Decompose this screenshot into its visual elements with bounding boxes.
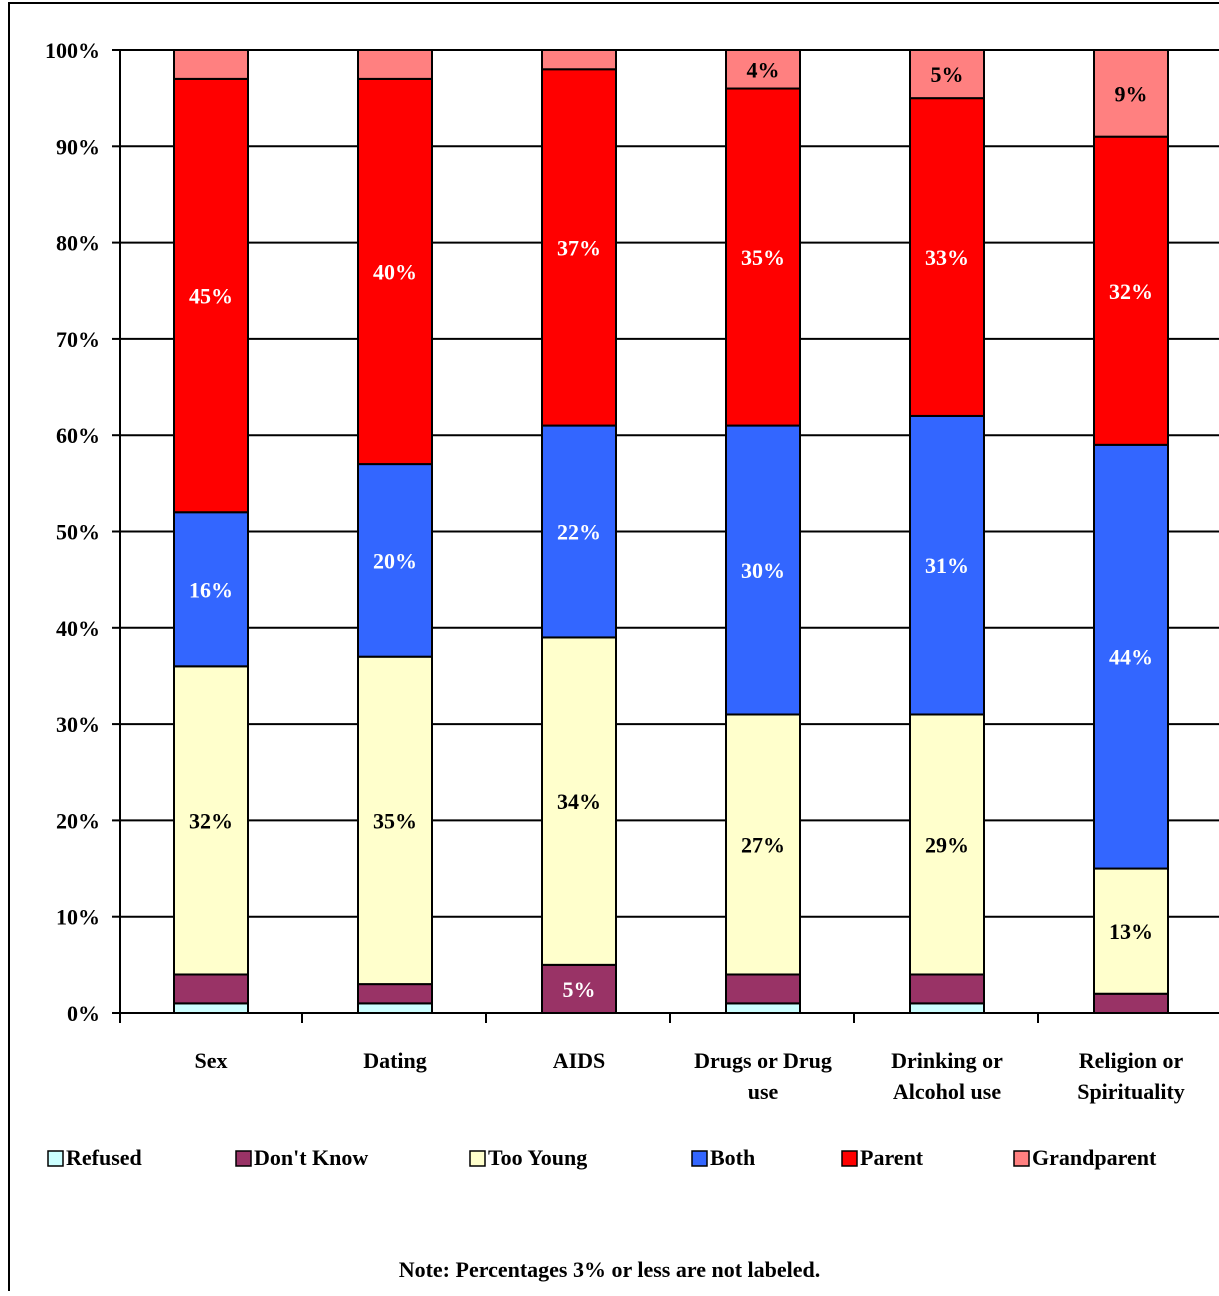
bar-segment-both — [173, 511, 249, 668]
data-label: 22% — [557, 520, 601, 545]
bar-segment-don-t-know — [909, 973, 985, 1005]
bar-segment-both — [725, 424, 801, 716]
data-label: 31% — [925, 553, 969, 578]
y-tick-label: 70% — [56, 327, 100, 352]
bar-segment-too-young — [909, 713, 985, 976]
bar-segment-don-t-know — [725, 973, 801, 1005]
bar-segment-parent — [173, 77, 249, 514]
bar-segment-both — [909, 414, 985, 716]
data-label: 44% — [1109, 645, 1153, 670]
bar-segment-grandparent — [909, 49, 985, 100]
bar-labels: 32% 16% 45% 35% 20% 40% 5% 34% 22% 37% 27% 30% 35% 4%… — [189, 57, 1153, 1002]
data-label: 9% — [1115, 81, 1148, 106]
bar-segment-refused — [909, 1002, 985, 1014]
y-tick-label: 100% — [45, 38, 100, 63]
data-label: 32% — [189, 808, 233, 833]
bar-segment-too-young — [1093, 867, 1169, 995]
legend: Refused Don't Know Too Young Both Parent Gran… — [47, 1145, 1157, 1170]
legend-label: Refused — [66, 1145, 142, 1170]
data-label: 27% — [741, 832, 785, 857]
x-tick-label: Drugs or Drug use — [694, 1048, 832, 1104]
x-tick-label: Drinking or Alcohol use — [891, 1048, 1003, 1104]
bar-segment-don-t-know — [1093, 992, 1169, 1014]
data-label: 30% — [741, 558, 785, 583]
bar-segment-grandparent — [173, 49, 249, 80]
y-axis-tick-labels: 0% 10% 20% 30% 40% 50% 60% 70% 80% 90% 100% — [45, 38, 100, 1026]
x-tick-label: Dating — [363, 1048, 427, 1073]
bar-segment-parent — [909, 97, 985, 417]
bar-segment-parent — [725, 87, 801, 427]
bar-segment-grandparent — [1093, 49, 1169, 138]
x-tick-label: Religion or Spirituality — [1077, 1048, 1185, 1104]
bar-segment-too-young — [173, 665, 249, 976]
legend-label: Don't Know — [254, 1145, 368, 1170]
data-label: 13% — [1109, 919, 1153, 944]
legend-label: Grandparent — [1032, 1145, 1157, 1170]
legend-label: Parent — [860, 1145, 924, 1170]
bar-segment-too-young — [357, 655, 433, 986]
y-tick-label: 90% — [56, 134, 100, 159]
legend-label: Both — [710, 1145, 755, 1170]
y-tick-label: 50% — [56, 520, 100, 545]
data-label: 33% — [925, 245, 969, 270]
y-tick-label: 40% — [56, 616, 100, 641]
gridlines — [112, 49, 1219, 1014]
legend-swatch — [469, 1150, 486, 1167]
legend-swatch — [691, 1150, 708, 1167]
data-label: 4% — [747, 57, 780, 82]
data-label: 29% — [925, 832, 969, 857]
bar-segment-don-t-know — [173, 973, 249, 1005]
bar-segment-parent — [1093, 135, 1169, 446]
y-tick-label: 80% — [56, 231, 100, 256]
data-label: 35% — [373, 808, 417, 833]
x-tick-label: Sex — [195, 1048, 228, 1073]
y-tick-label: 30% — [56, 712, 100, 737]
data-label: 20% — [373, 548, 417, 573]
data-label: 32% — [1109, 279, 1153, 304]
axes — [119, 50, 1219, 1023]
data-label: 40% — [373, 259, 417, 284]
data-label: 37% — [557, 235, 601, 260]
bar-segment-both — [357, 463, 433, 658]
bar-segment-grandparent — [725, 49, 801, 90]
chart-border — [8, 2, 1219, 1291]
y-tick-label: 20% — [56, 808, 100, 833]
bar-segment-grandparent — [541, 49, 617, 71]
bars — [173, 49, 1169, 1014]
bar-segment-too-young — [541, 636, 617, 966]
legend-label: Too Young — [488, 1145, 587, 1170]
bar-segment-refused — [725, 1002, 801, 1014]
y-tick-label: 60% — [56, 423, 100, 448]
data-label: 5% — [563, 977, 596, 1002]
legend-swatch — [235, 1150, 252, 1167]
bar-segment-both — [541, 424, 617, 639]
bar-segment-refused — [173, 1002, 249, 1014]
bar-segment-refused — [357, 1002, 433, 1014]
x-tick-label: AIDS — [553, 1048, 606, 1073]
x-axis-tick-labels: Sex Dating AIDS Drugs or Drug use Drinking or… — [195, 1048, 1185, 1104]
data-label: 45% — [189, 284, 233, 309]
data-label: 5% — [931, 62, 964, 87]
data-label: 16% — [189, 577, 233, 602]
legend-swatch — [1013, 1150, 1030, 1167]
y-tick-label: 10% — [56, 905, 100, 930]
bar-segment-both — [1093, 443, 1169, 870]
data-label: 35% — [741, 245, 785, 270]
y-tick-label: 0% — [67, 1001, 100, 1026]
legend-swatch — [841, 1150, 858, 1167]
data-label: 34% — [557, 789, 601, 814]
bar-segment-don-t-know — [357, 983, 433, 1005]
bar-segment-parent — [357, 77, 433, 466]
chart-note: Note: Percentages 3% or less are not lab… — [398, 1257, 821, 1282]
bar-segment-grandparent — [357, 49, 433, 80]
legend-swatch — [47, 1150, 64, 1167]
bar-segment-too-young — [725, 713, 801, 976]
